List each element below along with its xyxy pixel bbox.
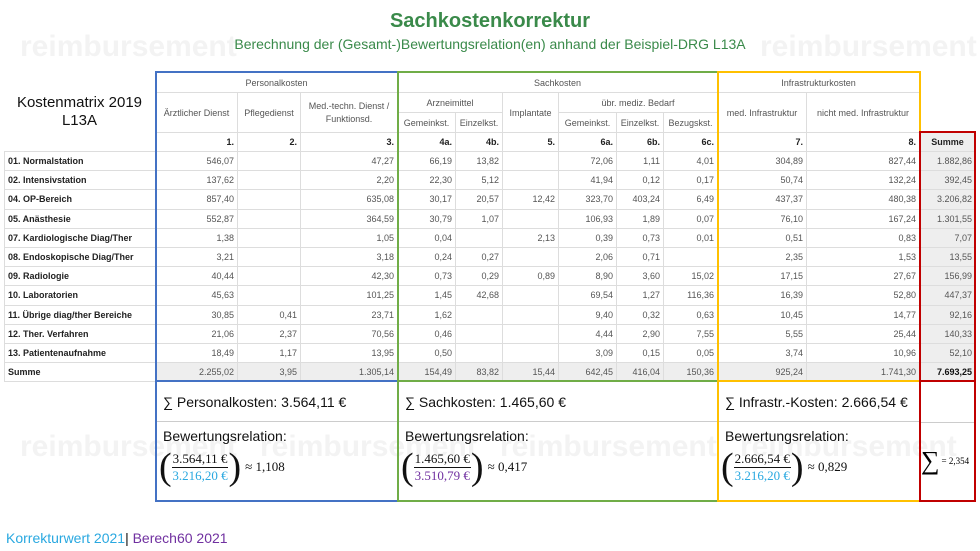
table-cell: 13,55 xyxy=(919,246,976,268)
table-cell: 3.206,82 xyxy=(919,189,976,210)
watermark: reimbursement xyxy=(260,430,477,463)
table-row: 02. Intensivstation 137,62 2,20 22,30 5,12 41… xyxy=(4,170,976,191)
table-cell: 10,96 xyxy=(806,342,920,364)
table-cell: 7,55 xyxy=(663,323,718,344)
table-row: 09. Radiologie 40,44 42,30 0,73 0,29 0,89 8,90… xyxy=(4,266,976,287)
row-label: 05. Anästhesie xyxy=(4,208,156,229)
row-label: 12. Ther. Verfahren xyxy=(4,323,156,344)
col-number: Summe xyxy=(919,132,976,152)
sach-sum: ∑ Sachkosten: 1.465,60 € xyxy=(399,382,717,422)
watermark: reimbursement xyxy=(20,30,237,63)
personal-sum: ∑ Personalkosten: 3.564,11 € xyxy=(157,382,397,422)
table-row: 10. Laboratorien 45,63 101,25 1,45 42,68 69,5… xyxy=(4,285,976,306)
sum-symbol: ∑ xyxy=(921,446,940,475)
table-cell: 42,30 xyxy=(300,266,398,287)
page-title: Sachkostenkorrektur xyxy=(389,10,591,32)
col-header: nicht med. Infrastruktur xyxy=(806,92,920,133)
watermark: reimbursement xyxy=(500,430,717,463)
table-cell: 392,45 xyxy=(919,170,976,191)
table-cell: 0,05 xyxy=(663,342,718,364)
br-label: Bewertungsrelation: xyxy=(725,428,849,444)
personal-summary: ∑ Personalkosten: 3.564,11 € Bewertungsr… xyxy=(155,380,399,502)
legend-berech60: Berech60 2021 xyxy=(128,530,228,546)
row-label: Summe xyxy=(4,362,156,383)
row-label: 13. Patientenaufnahme xyxy=(4,342,156,364)
row-label: 01. Normalstation xyxy=(4,150,156,172)
page-subtitle: Berechnung der (Gesamt-)Bewertungsrelati… xyxy=(234,36,746,52)
row-label: 08. Endoskopische Diag/Ther xyxy=(4,246,156,268)
table-cell: 52,10 xyxy=(919,342,976,364)
matrix-title: Kostenmatrix 2019 L13A xyxy=(16,94,143,129)
br-label: Bewertungsrelation: xyxy=(163,428,287,444)
legend-korrekturwert: Korrekturwert 2021 xyxy=(6,530,126,546)
row-label: 10. Laboratorien xyxy=(4,285,156,306)
table-cell: 1,53 xyxy=(806,246,920,268)
table-row: 13. Patientenaufnahme 18,49 1,17 13,95 0,50 3… xyxy=(4,342,976,364)
table-cell: 25,44 xyxy=(806,323,920,344)
table-row: Summe 2.255,02 3,95 1.305,14 154,49 83,82 15,4… xyxy=(4,362,976,383)
table-cell: 0,63 xyxy=(663,304,718,325)
infra-outline xyxy=(717,71,921,382)
infra-summary: ∑ Infrastr.-Kosten: 2.666,54 € Bewertung… xyxy=(717,380,921,502)
table-cell: 642,45 xyxy=(558,362,617,383)
table-row: 12. Ther. Verfahren 21,06 2,37 70,56 0,46 4,4… xyxy=(4,323,976,344)
total-summary: ∑ = 2,354 xyxy=(919,380,976,502)
total-outline xyxy=(919,131,976,382)
footer-legend: Korrekturwert 2021| Berech60 2021 xyxy=(6,530,228,546)
table-cell: 447,37 xyxy=(919,285,976,306)
br-formula: (2.666,54 €3.216,20 €) ≈ 0,829 xyxy=(721,446,848,488)
table-cell: 416,04 xyxy=(616,362,664,383)
table-row: 05. Anästhesie 552,87 364,59 30,79 1,07 106,9… xyxy=(4,208,976,229)
col-header: Pflegedienst xyxy=(237,92,301,133)
sach-summary: ∑ Sachkosten: 1.465,60 € Bewertungsrelat… xyxy=(397,380,719,502)
br-label: Bewertungsrelation: xyxy=(405,428,529,444)
table-row: 07. Kardiologische Diag/Ther 1,38 1,05 0,04… xyxy=(4,227,976,248)
table-cell: 14,77 xyxy=(806,304,920,325)
table-row: 04. OP-Bereich 857,40 635,08 30,17 20,57 12,4… xyxy=(4,189,976,210)
br-formula: (3.564,11 €3.216,20 €) ≈ 1,108 xyxy=(159,446,285,488)
table-cell: 7.693,25 xyxy=(919,362,976,383)
personal-outline xyxy=(155,71,399,382)
col-header: med. Infrastruktur xyxy=(717,92,807,133)
sach-outline xyxy=(397,71,719,382)
row-label: 02. Intensivstation xyxy=(4,170,156,191)
br-formula: (1.465,60 €3.510,79 €) ≈ 0,417 xyxy=(401,446,528,488)
table-cell: 1.882,86 xyxy=(919,150,976,172)
row-label: 09. Radiologie xyxy=(4,266,156,287)
table-cell: 7,07 xyxy=(919,227,976,248)
table-cell: 13,95 xyxy=(300,342,398,364)
row-label: 07. Kardiologische Diag/Ther xyxy=(4,227,156,248)
table-row: 11. Übrige diag/ther Bereiche 30,85 0,41 23… xyxy=(4,304,976,325)
infra-sum: ∑ Infrastr.-Kosten: 2.666,54 € xyxy=(719,382,919,422)
table-cell: 156,99 xyxy=(919,266,976,287)
table-cell: 9,40 xyxy=(558,304,617,325)
col-header: Med.-techn. Dienst / Funktionsd. xyxy=(300,92,398,133)
row-label: 04. OP-Bereich xyxy=(4,189,156,210)
table-cell: 925,24 xyxy=(717,362,807,383)
total-br: = 2,354 xyxy=(941,456,970,466)
table-cell: 116,36 xyxy=(663,285,718,306)
table-cell: 2,90 xyxy=(616,323,664,344)
table-cell: 3,95 xyxy=(237,362,301,383)
watermark: reimbursement xyxy=(20,430,237,463)
table-row: 08. Endoskopische Diag/Ther 3,21 3,18 0,24 0… xyxy=(4,246,976,268)
cost-matrix-table: Personalkosten Sachkosten Infrastrukturk… xyxy=(4,72,976,383)
row-label: 11. Übrige diag/ther Bereiche xyxy=(4,304,156,325)
table-cell: 150,36 xyxy=(663,362,718,383)
watermark: reimbursement xyxy=(760,30,977,63)
